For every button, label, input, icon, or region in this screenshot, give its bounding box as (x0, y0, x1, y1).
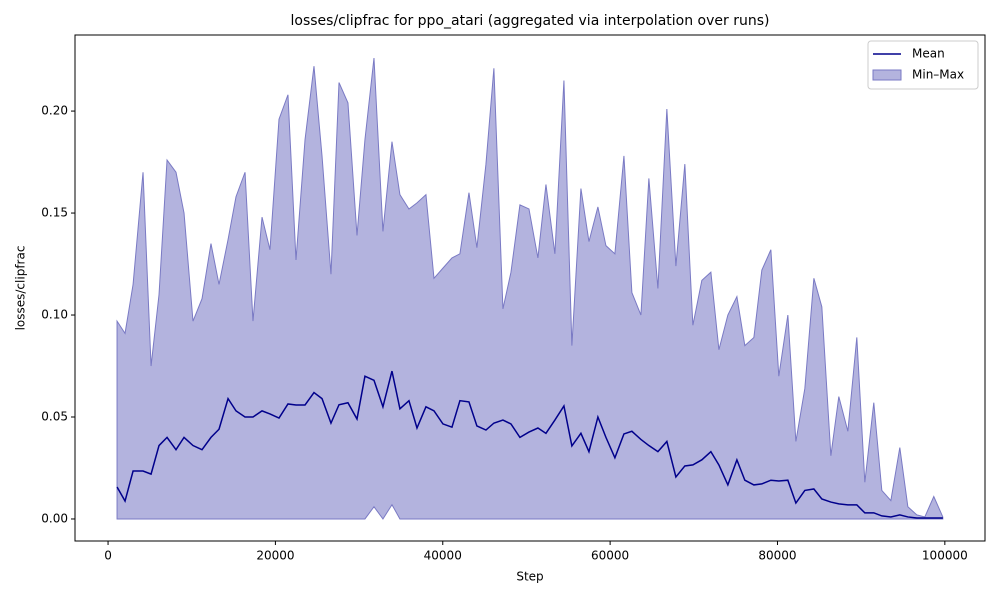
x-tick-label: 60000 (591, 549, 629, 563)
x-tick-label: 0 (104, 549, 112, 563)
y-tick-label: 0.20 (41, 104, 68, 118)
y-axis-label: losses/clipfrac (14, 246, 28, 331)
legend-swatch (872, 69, 902, 81)
x-tick-label: 20000 (256, 549, 294, 563)
y-tick-label: 0.00 (41, 511, 68, 525)
y-tick-label: 0.15 (41, 206, 68, 220)
x-tick-label: 80000 (758, 549, 796, 563)
x-tick-label: 100000 (922, 549, 968, 563)
y-tick-label: 0.05 (41, 409, 68, 423)
legend-label: Mean (912, 47, 945, 61)
chart-title: losses/clipfrac for ppo_atari (aggregate… (291, 13, 770, 29)
mean-line (116, 370, 943, 519)
plot-frame (74, 34, 986, 542)
y-tick-label: 0.10 (41, 308, 68, 322)
x-tick-label: 40000 (424, 549, 462, 563)
x-axis-label: Step (516, 570, 543, 584)
legend-label: Min–Max (912, 68, 964, 82)
